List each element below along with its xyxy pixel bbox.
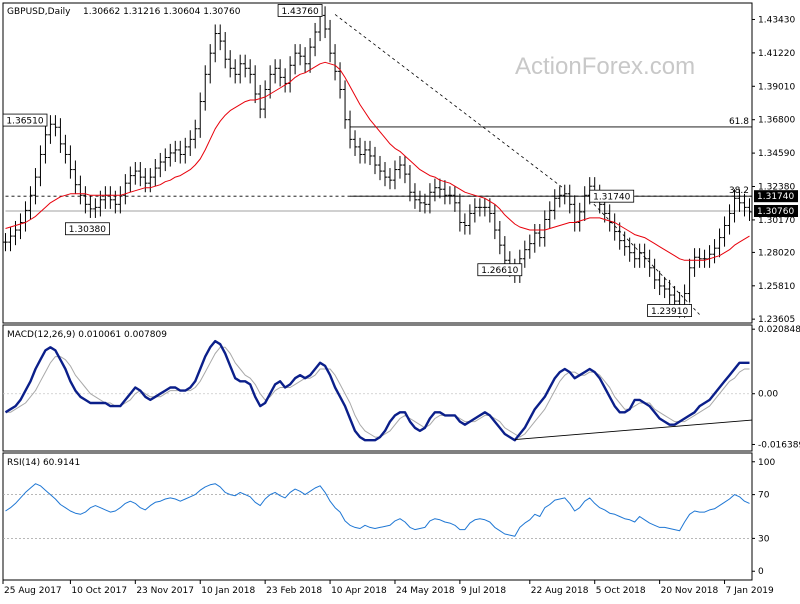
- price-axis-label-6: 1.30170: [758, 216, 795, 226]
- fib-label-1: 38.2: [729, 186, 749, 196]
- rsi-axis-label-3: 0: [758, 567, 764, 577]
- macd-axis-label-1: 0.00: [758, 390, 778, 400]
- rsi-title: RSI(14) 60.9141: [7, 458, 80, 468]
- rsi-panel-frame: [2, 452, 753, 581]
- watermark: ActionForex.com: [515, 53, 695, 80]
- header-symbol: GBPUSD,Daily: [7, 7, 71, 17]
- macd-trendline-0: [514, 419, 753, 440]
- price-axis-label-0: 1.43430: [758, 15, 795, 25]
- x-axis-label-4: 23 Feb 2018: [266, 586, 322, 596]
- price-label-box-0: [277, 4, 323, 17]
- x-axis-label-3: 10 Jan 2018: [201, 586, 255, 596]
- x-axis-label-2: 23 Nov 2017: [136, 586, 194, 596]
- axis-layer: 1.43430 1.41220 1.39010 1.36800 1.34590 1.323…: [2, 15, 800, 596]
- price-label-5: 1.23910: [651, 307, 688, 317]
- price-trendline-1: [589, 199, 700, 315]
- price-label-2: 1.30380: [69, 225, 106, 235]
- price-tag-0: 1.31740: [757, 192, 794, 202]
- price-axis-label-1: 1.41220: [758, 49, 795, 59]
- macd-title: MACD(12,26,9) 0.010061 0.007809: [7, 330, 167, 340]
- price-axis-label-5: 1.32380: [758, 183, 795, 193]
- macd-axis-label-0: 0.020848: [758, 325, 800, 335]
- x-axis-label-6: 24 May 2018: [396, 586, 455, 596]
- price-tag-box-1: [754, 204, 798, 217]
- price-axis-label-4: 1.34590: [758, 149, 795, 159]
- price-axis-label-8: 1.25810: [758, 282, 795, 292]
- price-label-box-4: [589, 189, 635, 203]
- price-layer: 61.8 38.2 1.43760 1.36510 1.30380 1.26610 1.31…: [2, 4, 752, 318]
- fib-label-0: 61.8: [729, 117, 749, 127]
- macd-panel-frame: [2, 324, 753, 452]
- macd-signal-line: [5, 346, 750, 438]
- price-trendline-0: [334, 14, 565, 190]
- price-axis-label-7: 1.28020: [758, 248, 795, 258]
- rsi-line: [5, 483, 750, 537]
- price-axis-label-2: 1.39010: [758, 82, 795, 92]
- macd-axis-label-2: -0.016389: [758, 440, 800, 450]
- price-axis-label-9: 1.23605: [758, 315, 795, 325]
- rsi-axis-label-2: 30: [758, 534, 770, 544]
- moving-average-line: [5, 61, 750, 261]
- rsi-layer: [3, 483, 752, 539]
- price-label-box-5: [647, 304, 692, 317]
- x-axis-label-9: 5 Oct 2018: [596, 586, 646, 596]
- price-label-box-3: [477, 263, 523, 277]
- price-axis-label-3: 1.36800: [758, 116, 795, 126]
- rsi-axis-label-0: 100: [758, 458, 775, 468]
- price-label-0: 1.43760: [281, 7, 318, 17]
- macd-line: [4, 339, 750, 442]
- price-label-box-2: [65, 222, 110, 236]
- x-axis-label-10: 20 Nov 2018: [661, 586, 719, 596]
- x-axis-label-8: 22 Aug 2018: [531, 586, 589, 596]
- price-label-3: 1.26610: [481, 266, 518, 276]
- x-axis-label-11: 7 Jan 2019: [726, 586, 774, 596]
- price-tag-1: 1.30760: [757, 207, 794, 217]
- price-label-box-1: [2, 113, 48, 127]
- price-label-4: 1.31740: [593, 193, 630, 203]
- x-axis-label-1: 10 Oct 2017: [71, 586, 127, 596]
- macd-layer: [3, 339, 753, 442]
- price-tag-box-0: [754, 190, 798, 203]
- price-label-1: 1.36510: [6, 117, 43, 127]
- rsi-axis-label-1: 70: [758, 491, 770, 501]
- x-axis-label-0: 25 Aug 2017: [4, 586, 62, 596]
- price-panel-frame: [2, 2, 753, 324]
- x-axis-label-5: 10 Apr 2018: [331, 586, 387, 596]
- x-axis-label-7: 9 Jul 2018: [461, 586, 506, 596]
- header-ohlc: 1.30662 1.31216 1.30604 1.30760: [83, 7, 241, 17]
